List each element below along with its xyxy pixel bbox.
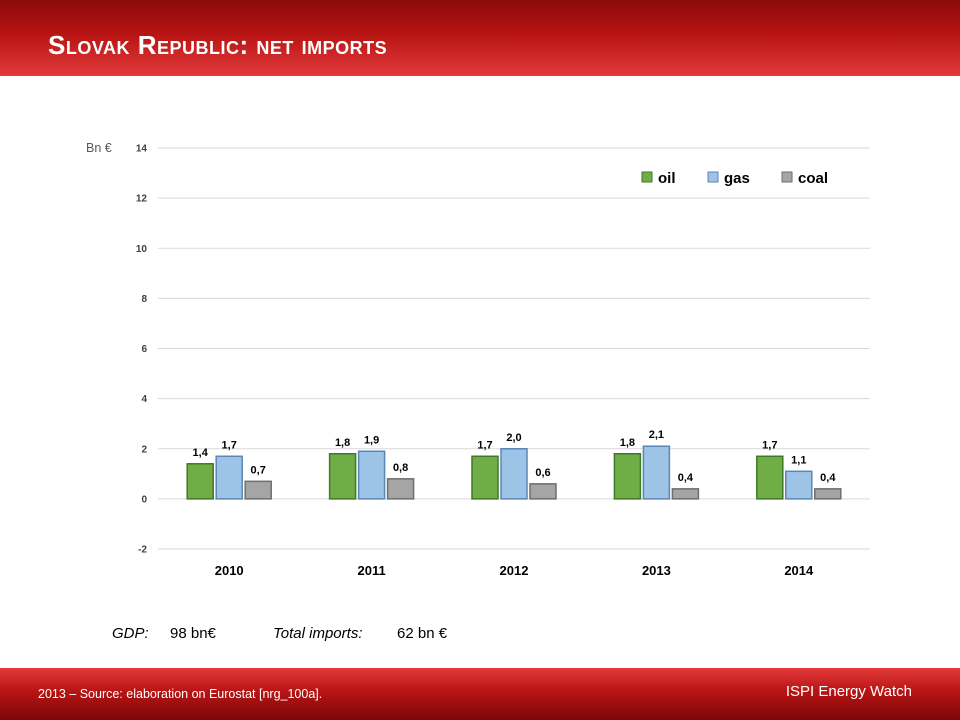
y-tick-label: 2 <box>141 444 147 455</box>
legend-swatch-coal <box>781 171 793 183</box>
x-tick-label: 2014 <box>784 563 814 578</box>
bar-coal <box>244 480 272 500</box>
data-label-gas: 2,0 <box>506 432 521 444</box>
y-tick-label: 14 <box>136 144 148 155</box>
data-label-oil: 1,8 <box>335 437 350 449</box>
bar-gas <box>642 445 671 500</box>
gdp-value: 98 bn€ <box>170 625 216 642</box>
y-tick-label: 12 <box>136 194 148 205</box>
legend-swatch-gas <box>707 171 719 183</box>
x-tick-label: 2011 <box>357 563 385 578</box>
y-tick-label: 0 <box>141 494 147 505</box>
total-imports-label: Total imports: <box>273 625 363 642</box>
data-label-oil: 1,7 <box>477 439 492 451</box>
bar-gas <box>785 470 813 500</box>
bar-gas <box>357 450 386 500</box>
x-tick-label: 2012 <box>500 563 529 578</box>
y-tick-label: 4 <box>141 394 147 405</box>
data-label-oil: 1,7 <box>762 439 777 451</box>
y-axis-label: Bn € <box>86 141 112 155</box>
y-tick-label: 8 <box>141 294 147 305</box>
bar-gas <box>215 455 243 500</box>
bar-coal <box>671 488 700 500</box>
footer-source: 2013 – Source: elaboration on Eurostat [… <box>38 687 323 701</box>
slide-title: Slovak Republic: net imports <box>48 30 388 60</box>
data-label-gas: 2,1 <box>649 429 664 441</box>
bar-oil <box>328 453 357 500</box>
bar-coal <box>814 488 842 500</box>
data-label-coal: 0,6 <box>535 467 550 479</box>
footer-bar <box>0 668 960 720</box>
total-imports-value: 62 bn € <box>397 625 448 642</box>
legend-swatch-oil <box>641 171 653 183</box>
bar-oil <box>186 463 214 500</box>
gdp-label: GDP: <box>112 625 149 642</box>
data-label-gas: 1,7 <box>222 439 237 451</box>
bar-coal <box>529 483 557 500</box>
footer-brand: ISPI Energy Watch <box>785 683 912 700</box>
bar-oil <box>613 453 642 500</box>
data-label-oil: 1,4 <box>193 447 209 459</box>
y-tick-label: 6 <box>141 344 147 355</box>
data-label-coal: 0,7 <box>251 464 266 476</box>
x-tick-label: 2013 <box>642 563 671 578</box>
x-tick-label: 2010 <box>215 563 244 578</box>
data-label-gas: 1,9 <box>364 434 379 446</box>
bar-oil <box>471 455 499 500</box>
data-label-gas: 1,1 <box>791 454 806 466</box>
legend-label-coal: coal <box>798 170 828 187</box>
data-label-coal: 0,4 <box>678 472 694 484</box>
legend-label-gas: gas <box>724 170 750 187</box>
data-label-oil: 1,8 <box>620 437 635 449</box>
bar-chart: -2 0 2 4 6 8 10 12 14 Bn € 1,4 1,7 0,7 2010 1,8 1,9 0,8 2… <box>86 141 870 578</box>
title-bar <box>0 0 960 76</box>
y-tick-label: -2 <box>138 545 147 556</box>
data-label-coal: 0,4 <box>820 472 836 484</box>
bar-oil <box>756 455 784 500</box>
legend-label-oil: oil <box>658 170 676 187</box>
data-label-coal: 0,8 <box>393 462 408 474</box>
y-tick-label: 10 <box>136 244 148 255</box>
bar-gas <box>500 448 528 500</box>
bar-coal <box>386 478 415 500</box>
